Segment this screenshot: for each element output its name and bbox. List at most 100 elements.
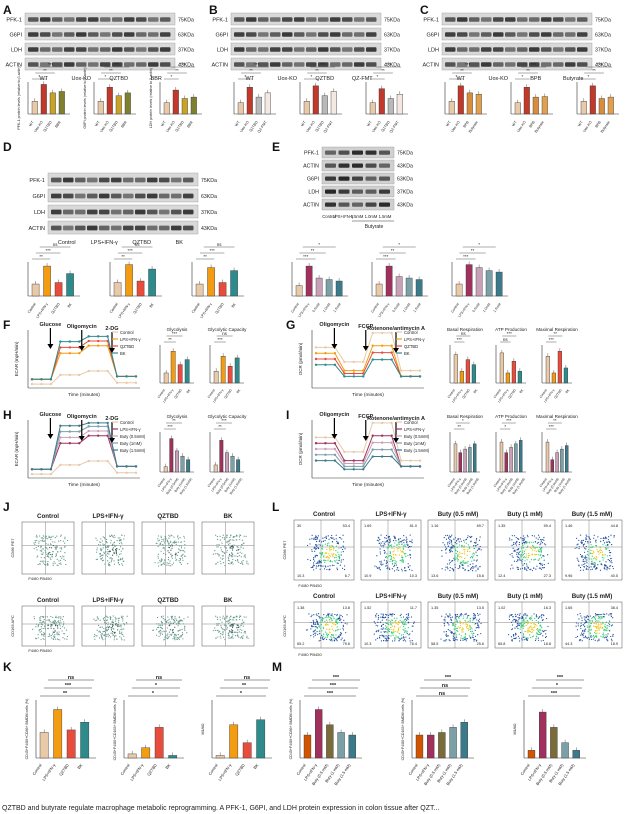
panel-i-bars-bar: [519, 440, 523, 473]
panel-l-flow-event: [402, 621, 404, 623]
panel-j-flow-event: [246, 636, 248, 639]
blot-band: [183, 225, 194, 231]
panel-l-flow-event: [596, 614, 599, 616]
panel-l-flow-event: [518, 552, 520, 554]
panel-l-flow-event: [325, 631, 327, 633]
blot-band: [75, 193, 86, 199]
panel-i-point: [371, 448, 374, 451]
bar-group-label: QZTBD: [146, 763, 158, 777]
panel-j-flow-event: [122, 618, 124, 620]
panel-l-flow-event: [595, 567, 598, 569]
panel-j-flow-event: [45, 547, 48, 549]
panel-j-flow-event: [220, 549, 222, 551]
panel-l-flow-event: [473, 618, 476, 620]
panel-f-point: [134, 381, 138, 384]
panel-j-flow-event: [226, 616, 228, 618]
panel-j-flow-event: [102, 547, 104, 549]
panel-l-flow-event: [475, 542, 477, 544]
panel-j-flow-event: [42, 562, 45, 564]
panel-h-ylabel: ECAR (mpH/min): [14, 431, 19, 466]
panel-j-flow-event: [242, 637, 244, 640]
panel-l-flow-event: [385, 630, 387, 633]
panel-l-flow-event: [341, 567, 344, 569]
panel-i-point: [362, 465, 365, 468]
panel-l-flow-event: [593, 534, 595, 536]
panel-l-flow-event: [516, 553, 518, 555]
panel-j-flow-event: [166, 627, 168, 629]
panel-l-flow-event: [597, 623, 600, 625]
panel-l-flow-event: [446, 566, 448, 568]
panel-f-sig-label: ***: [217, 337, 223, 342]
panel-j-flow-event: [182, 549, 184, 552]
panel-j-flow-event: [53, 561, 55, 563]
panel-j-flow-event: [233, 623, 235, 625]
panel-l-flow-event: [525, 557, 527, 559]
panel-l-flow-event: [540, 549, 542, 551]
panel-j-flow-event: [117, 537, 119, 539]
blot-band: [517, 32, 528, 37]
panel-j-flow-event: [182, 623, 184, 625]
bar-group-label: Uox-KO: [33, 120, 44, 133]
panel-l-flow-event: [403, 629, 405, 631]
panel-l-flow-event: [600, 549, 603, 552]
panel-f-point: [59, 346, 62, 349]
panel-l-flow-event: [374, 622, 376, 624]
panel-l-flow-event: [593, 565, 595, 567]
panel-j-flow-event: [100, 558, 102, 560]
panel-j-flow-event: [234, 635, 237, 637]
panel-m-bars-bar: [415, 734, 424, 759]
panel-j-flow-event: [50, 634, 52, 637]
panel-i-legend-label: LPS+IFN-γ: [404, 427, 426, 432]
panel-l-flow-event: [587, 626, 589, 629]
blot-band: [553, 32, 564, 37]
panel-l-flow-event: [519, 559, 521, 561]
panel-j-flow-event: [103, 544, 106, 546]
panel-j-flow-event: [106, 616, 108, 618]
panel-j-flow-event: [175, 618, 177, 620]
panel-l-flow-event: [336, 623, 338, 625]
panel-l-flow-event: [394, 620, 396, 623]
panel-l-flow-event: [587, 565, 589, 568]
panel-j-flow-event: [161, 624, 163, 627]
blot-band: [159, 225, 170, 231]
panel-j-flow-event: [64, 552, 66, 554]
panel-l-flow-event: [592, 562, 594, 564]
panel-l-flow-event: [399, 541, 401, 543]
blot-band: [40, 32, 51, 37]
panel-f-point: [87, 339, 90, 343]
panel-j-flow-event: [41, 540, 43, 542]
panel-l-flow-event: [526, 637, 528, 639]
panel-h-legend-label: Buty (1mM): [120, 441, 142, 446]
panel-i-point: [343, 450, 346, 454]
panel-l-flow-event: [340, 632, 343, 634]
panel-j-flow-event: [97, 617, 99, 619]
panel-l-flow-event: [386, 568, 388, 570]
panel-l-flow-event: [337, 628, 339, 631]
bar-group-label: WT: [511, 120, 518, 128]
panel-j-flow-event: [240, 562, 242, 565]
panel-l-flow-event: [399, 626, 401, 628]
panel-j-flow-event: [174, 626, 176, 628]
panel-l-flow-event: [452, 635, 455, 637]
panel-c-sig-label: ***: [465, 62, 471, 67]
panel-j-flow-event: [167, 546, 170, 548]
panel-l-flow-event: [585, 568, 587, 570]
panel-l-flow-event: [472, 617, 474, 619]
panel-j-flow-event: [43, 632, 45, 634]
panel-j-flow-event: [103, 619, 105, 621]
panel-l-flow-event: [315, 567, 317, 569]
blot-protein-label: ACTIN: [6, 62, 23, 68]
panel-l-flow-event: [477, 620, 480, 622]
panel-l-flow-event: [601, 623, 603, 626]
panel-l-flow-event: [519, 616, 521, 619]
panel-l-flow-event: [521, 542, 524, 545]
panel-l-flow-event: [395, 630, 397, 633]
panel-l-flow-event: [522, 539, 524, 541]
panel-l-flow-event: [527, 632, 529, 634]
panel-k-sig-label: ns: [68, 675, 74, 681]
panel-l-flow-event: [386, 539, 388, 542]
panel-l-flow-event: [411, 542, 413, 544]
panel-j-flow-event: [156, 623, 158, 625]
panel-f-point: [59, 352, 62, 355]
panel-l-flow-event: [473, 542, 476, 544]
